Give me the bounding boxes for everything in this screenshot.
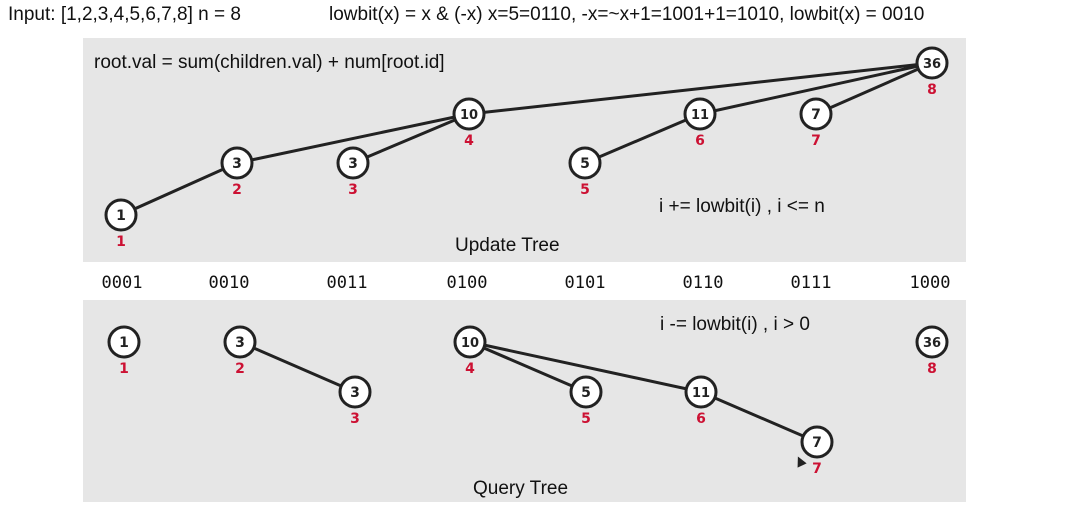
query-tree-node-circle bbox=[107, 325, 141, 359]
update-tree-node: 11 6 bbox=[683, 97, 717, 149]
query-tree-node-index: 6 bbox=[696, 411, 706, 427]
query-tree-node-value: 3 bbox=[350, 385, 360, 401]
query-tree-node-index: 5 bbox=[581, 411, 591, 427]
update-tree-title: Update Tree bbox=[455, 235, 560, 256]
update-tree-node-circle bbox=[104, 198, 138, 232]
update-tree-node-value: 5 bbox=[580, 156, 590, 172]
update-tree-node-index: 5 bbox=[580, 182, 590, 198]
update-tree-node-index: 7 bbox=[811, 133, 821, 149]
update-tree-node: 32 bbox=[220, 146, 254, 198]
update-tree-node-circle bbox=[915, 46, 949, 80]
update-tree-edge bbox=[699, 61, 933, 116]
update-tree-node-index: 6 bbox=[695, 133, 705, 149]
update-tree-node-value: 3 bbox=[348, 156, 358, 172]
query-tree-node-circle bbox=[915, 325, 949, 359]
query-tree-node: 77 bbox=[800, 425, 834, 477]
query-tree-node-circle bbox=[453, 325, 487, 359]
query-tree-node-index: 4 bbox=[465, 361, 475, 377]
binary-label: 0110 bbox=[682, 273, 724, 293]
update-tree-node-circle bbox=[683, 97, 717, 131]
update-tree-node: 10 4 bbox=[452, 97, 486, 149]
query-tree-node-value: 10 bbox=[461, 336, 479, 351]
query-tree-node-circle bbox=[569, 375, 603, 409]
query-tree-node-circle bbox=[684, 375, 718, 409]
update-tree-edge bbox=[584, 112, 701, 165]
binary-label: 0011 bbox=[326, 273, 368, 293]
query-tree-rule: i -= lowbit(i) , i > 0 bbox=[660, 314, 810, 335]
update-tree-edge bbox=[236, 112, 470, 165]
query-tree-node: 32 bbox=[223, 325, 257, 377]
update-tree-node-circle bbox=[452, 97, 486, 131]
query-tree-node-value: 7 bbox=[812, 435, 822, 451]
binary-label: 1000 bbox=[909, 273, 951, 293]
update-tree-node-value: 7 bbox=[811, 107, 821, 123]
binary-label: 0100 bbox=[446, 273, 488, 293]
query-tree-edge bbox=[239, 340, 356, 394]
update-tree-edge bbox=[352, 112, 470, 165]
query-tree-node: 11 6 bbox=[684, 375, 718, 427]
update-tree-node: 33 bbox=[336, 146, 370, 198]
update-tree-rule: i += lowbit(i) , i <= n bbox=[659, 196, 825, 217]
binary-label: 0111 bbox=[790, 273, 832, 293]
update-tree-node-index: 4 bbox=[464, 133, 474, 149]
binary-label: 0101 bbox=[564, 273, 606, 293]
query-tree-title: Query Tree bbox=[473, 478, 569, 499]
query-tree-node-index: 1 bbox=[119, 361, 129, 377]
query-tree-node: 11 bbox=[107, 325, 141, 377]
query-tree-node-value: 3 bbox=[235, 335, 245, 351]
query-tree-node-index: 8 bbox=[927, 361, 937, 377]
update-tree-node-circle bbox=[220, 146, 254, 180]
update-tree-edge bbox=[120, 161, 238, 217]
update-tree-node-value: 1 bbox=[116, 208, 126, 224]
update-tree-node-index: 3 bbox=[348, 182, 358, 198]
binary-index-row: 0001 0010 0011 0100 0101 0110 0111 1000 bbox=[0, 273, 1088, 295]
query-tree-edge bbox=[469, 340, 702, 394]
binary-label: 0010 bbox=[208, 273, 250, 293]
query-tree-node-value: 1 bbox=[119, 335, 129, 351]
update-tree-node-circle bbox=[799, 97, 833, 131]
update-tree-edge bbox=[815, 61, 933, 116]
update-tree-node-value: 10 bbox=[460, 108, 478, 123]
query-tree-edge bbox=[469, 340, 587, 394]
query-tree-node-circle bbox=[800, 425, 834, 459]
update-tree-node: 55 bbox=[568, 146, 602, 198]
query-tree-node-value: 5 bbox=[581, 385, 591, 401]
update-tree-node-index: 2 bbox=[232, 182, 242, 198]
update-tree-node: 11 bbox=[104, 198, 138, 250]
update-tree-node-value: 11 bbox=[691, 108, 709, 123]
query-tree-node-index: 7 bbox=[812, 461, 822, 477]
query-tree-node-circle bbox=[223, 325, 257, 359]
update-tree-node-value: 36 bbox=[923, 57, 941, 72]
query-tree-node-value: 36 bbox=[923, 336, 941, 351]
query-tree-edge bbox=[700, 390, 818, 444]
update-tree-node: 77 bbox=[799, 97, 833, 149]
query-tree-node: 36 8 bbox=[915, 325, 949, 377]
update-tree-edge bbox=[468, 61, 933, 116]
query-tree-node: 33 bbox=[338, 375, 372, 427]
update-tree-formula: root.val = sum(children.val) + num[root.… bbox=[94, 52, 445, 73]
query-tree-node-index: 2 bbox=[235, 361, 245, 377]
update-tree-node: 36 8 bbox=[915, 46, 949, 98]
query-tree-node: 55 bbox=[569, 375, 603, 427]
query-tree-node-value: 11 bbox=[692, 386, 710, 401]
binary-label: 0001 bbox=[101, 273, 143, 293]
update-tree-node-value: 3 bbox=[232, 156, 242, 172]
update-tree-node-index: 1 bbox=[116, 234, 126, 250]
input-label: Input: [1,2,3,4,5,6,7,8] n = 8 bbox=[8, 4, 241, 25]
query-tree-node: 10 4 bbox=[453, 325, 487, 377]
update-tree-node-circle bbox=[336, 146, 370, 180]
update-tree-node-index: 8 bbox=[927, 82, 937, 98]
query-tree-node-index: 3 bbox=[350, 411, 360, 427]
query-tree-node-circle bbox=[338, 375, 372, 409]
lowbit-definition: lowbit(x) = x & (-x) x=5=0110, -x=~x+1=1… bbox=[329, 4, 925, 25]
update-tree-node-circle bbox=[568, 146, 602, 180]
